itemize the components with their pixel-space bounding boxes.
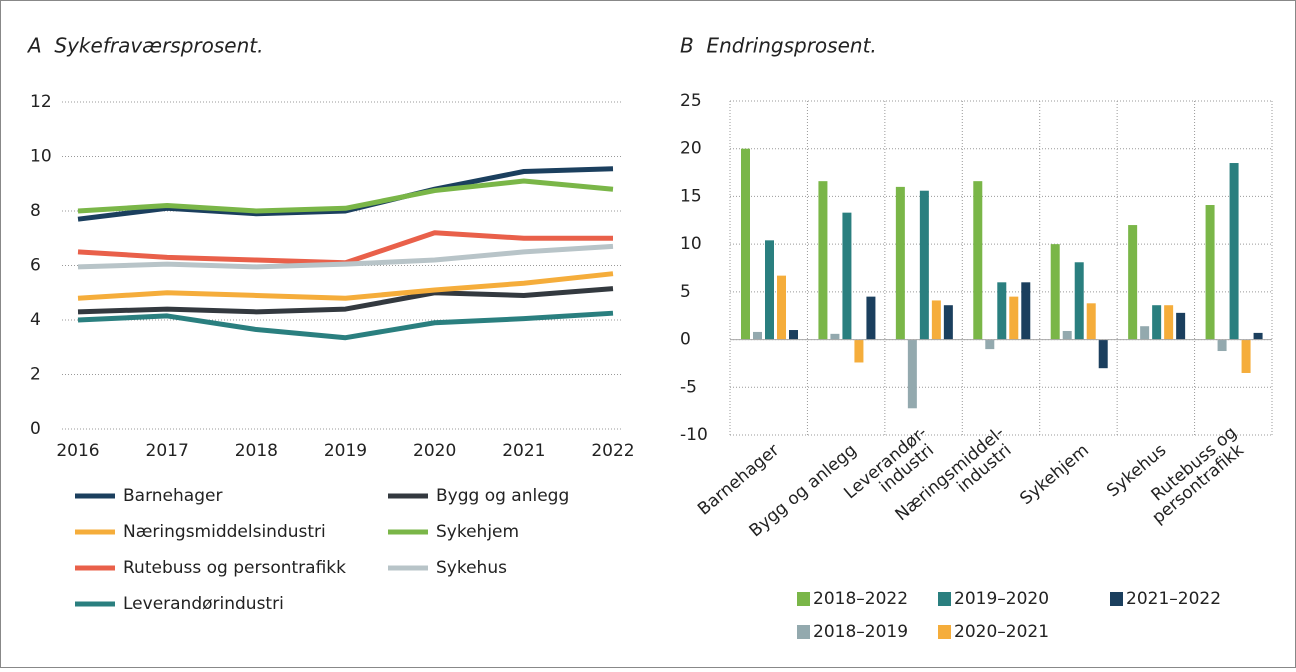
- bar: [1176, 312, 1186, 340]
- y-tick-label: 0: [680, 330, 691, 350]
- bar: [1229, 163, 1239, 340]
- legend-label: Barnehager: [123, 486, 222, 506]
- legend-label: 2021–2022: [1126, 589, 1221, 609]
- x-tick-label: 2019: [324, 441, 367, 461]
- y-tick-label: 20: [680, 139, 702, 159]
- legend-swatch: [1110, 592, 1123, 606]
- bar: [985, 339, 995, 350]
- legend-label: 2020–2021: [954, 622, 1049, 642]
- bar: [1140, 326, 1150, 340]
- y-tick-label: 10: [680, 234, 702, 254]
- series-line: [77, 286, 614, 315]
- legend-swatch: [797, 592, 810, 606]
- y-tick-label: 15: [680, 186, 702, 206]
- bar: [973, 181, 983, 340]
- bar: [1021, 282, 1031, 340]
- bar: [1062, 330, 1072, 340]
- legend-label: Sykehus: [436, 558, 507, 578]
- bar: [854, 339, 864, 363]
- y-tick-label: 8: [30, 201, 41, 221]
- bar: [1241, 339, 1251, 373]
- legend-label: Næringsmiddelsindustri: [123, 522, 326, 542]
- y-tick-label: -10: [680, 425, 708, 445]
- legend-label: Leverandørindustri: [123, 594, 284, 614]
- series-line: [77, 178, 614, 214]
- legend-swatch: [938, 625, 951, 639]
- bar: [895, 186, 905, 340]
- bar: [866, 296, 876, 340]
- bar: [1050, 244, 1060, 340]
- bar: [1205, 205, 1215, 340]
- series-line: [77, 271, 614, 301]
- y-tick-label: 6: [30, 256, 41, 276]
- bar: [931, 300, 941, 340]
- bar: [765, 240, 774, 340]
- series-line: [77, 310, 614, 341]
- bar: [1128, 225, 1138, 340]
- bar: [1009, 296, 1019, 340]
- x-tick-label: 2021: [502, 441, 545, 461]
- bar: [1152, 305, 1162, 340]
- x-tick-label: 2016: [56, 441, 99, 461]
- bar: [777, 275, 786, 340]
- bar: [1086, 303, 1096, 340]
- y-tick-label: 12: [30, 92, 52, 112]
- legend-label: Sykehjem: [436, 522, 519, 542]
- y-tick-label: 4: [30, 310, 41, 330]
- legend-label: 2018–2019: [813, 622, 908, 642]
- bar: [789, 330, 798, 340]
- bar: [753, 331, 762, 340]
- x-tick-label: 2020: [413, 441, 456, 461]
- legend-swatch: [797, 625, 810, 639]
- bar: [842, 212, 852, 340]
- bar: [1074, 262, 1084, 340]
- x-tick-label: 2022: [591, 441, 634, 461]
- x-tick-label: 2018: [235, 441, 278, 461]
- bar: [741, 148, 750, 340]
- legend-label: Bygg og anlegg: [436, 486, 569, 506]
- bar: [943, 305, 953, 340]
- y-tick-label: 0: [30, 419, 41, 439]
- bar: [1217, 339, 1227, 352]
- bar: [818, 181, 828, 340]
- bar: [907, 339, 917, 409]
- legend-label: Rutebuss og persontrafikk: [123, 558, 346, 578]
- legend-label: 2019–2020: [954, 589, 1049, 609]
- chart-title: A Sykefraværsprosent.: [26, 34, 263, 58]
- bar: [1098, 339, 1108, 369]
- y-tick-label: 10: [30, 147, 52, 167]
- chart-title: B Endringsprosent.: [680, 34, 877, 58]
- y-tick-label: 25: [680, 91, 702, 111]
- y-tick-label: -5: [680, 377, 697, 397]
- series-line: [77, 166, 614, 222]
- series-line: [77, 243, 614, 270]
- bar: [1253, 332, 1263, 340]
- bar: [997, 282, 1007, 340]
- y-tick-label: 2: [30, 365, 41, 385]
- x-tick-label: 2017: [146, 441, 189, 461]
- bar: [830, 333, 840, 340]
- legend-label: 2018–2022: [813, 589, 908, 609]
- bar: [1164, 305, 1174, 340]
- bar: [919, 190, 929, 340]
- y-tick-label: 5: [680, 282, 691, 302]
- legend-swatch: [938, 592, 951, 606]
